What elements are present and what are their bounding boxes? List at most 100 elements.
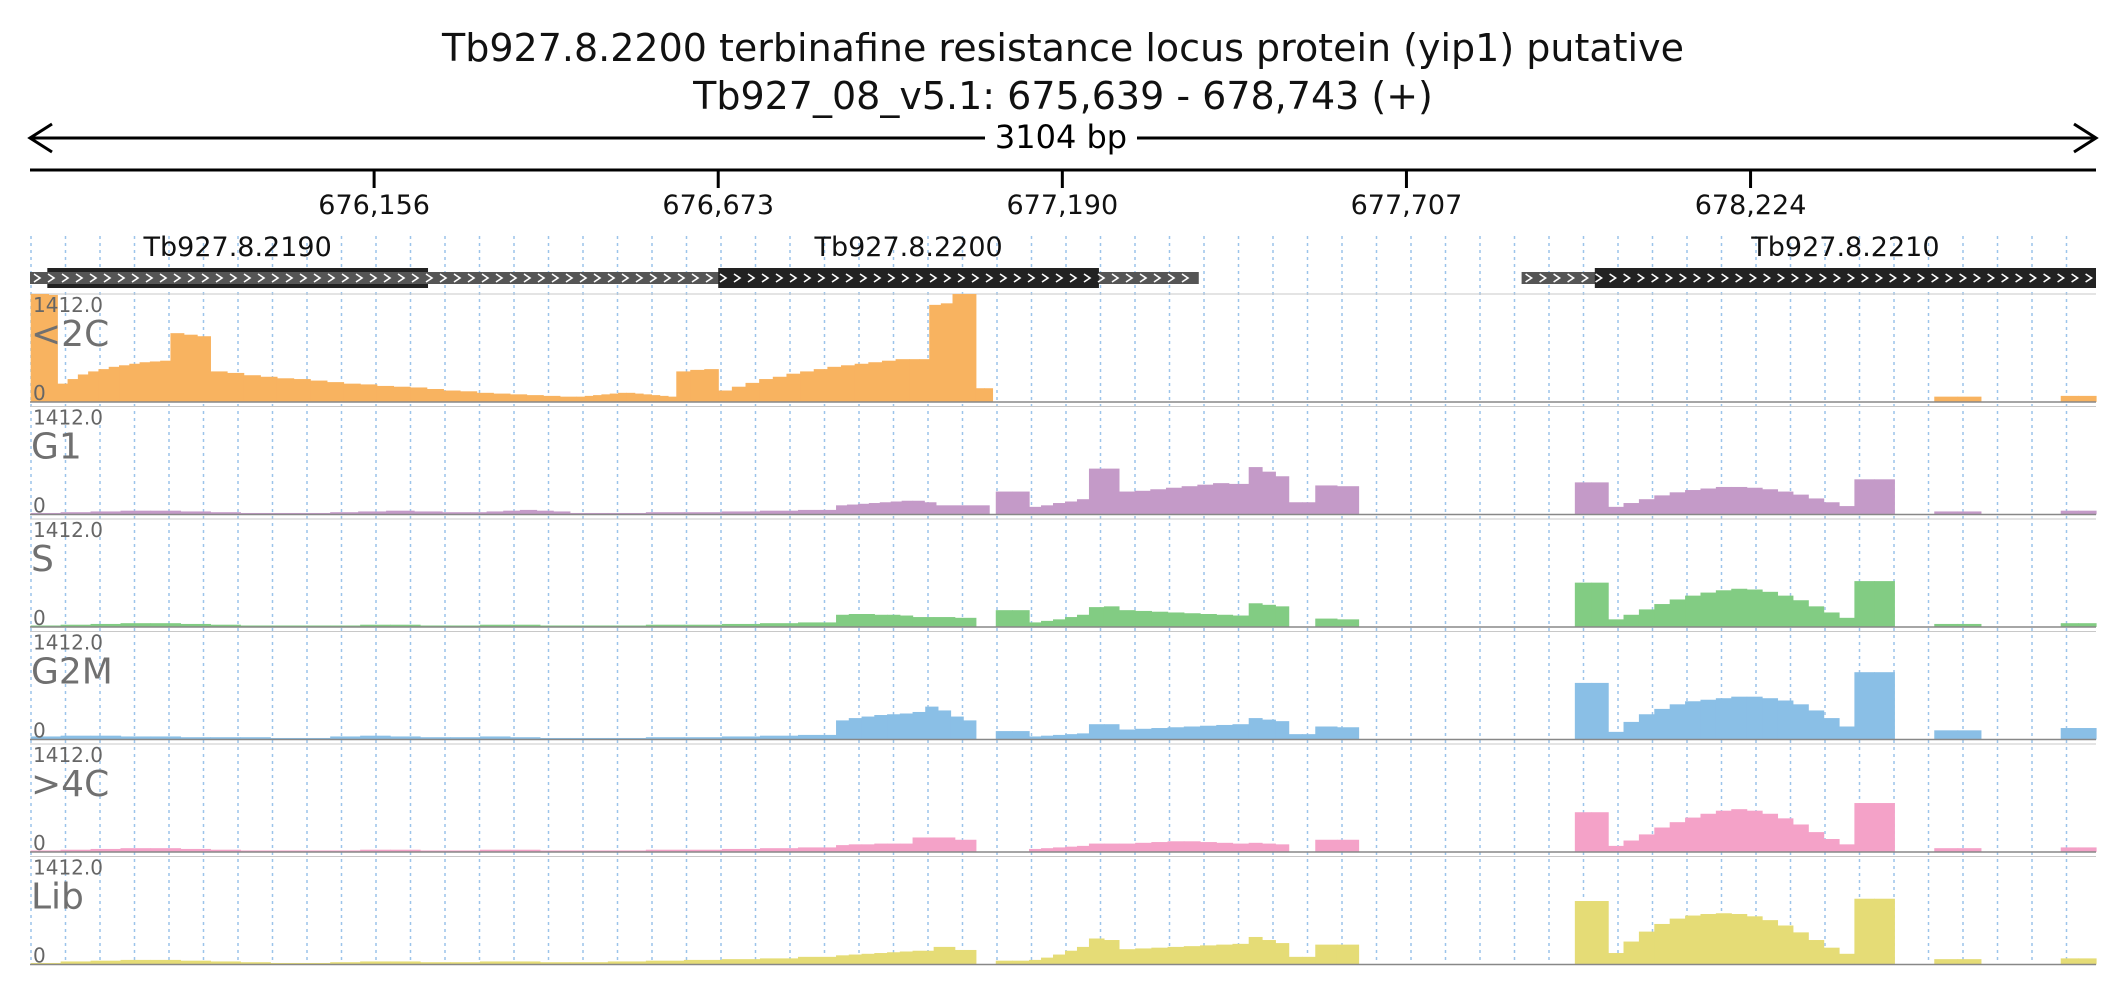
strand-arrow-icon bbox=[1777, 273, 1786, 283]
coverage-bar bbox=[607, 961, 647, 965]
coverage-bar bbox=[881, 360, 897, 402]
coverage-bar bbox=[150, 959, 182, 965]
coverage-bar bbox=[276, 378, 295, 402]
coverage-bar bbox=[1053, 503, 1066, 515]
coverage-bar bbox=[420, 850, 451, 852]
coverage-bar bbox=[1746, 810, 1763, 852]
gene-label: Tb927.8.2210 bbox=[1750, 232, 1939, 263]
coverage-bar bbox=[420, 962, 451, 965]
track-max-label: 1412.0 bbox=[33, 293, 103, 317]
coverage-bar bbox=[836, 720, 850, 740]
coverage-bar bbox=[1200, 945, 1217, 965]
coverage-bar bbox=[1118, 949, 1136, 965]
coverage-bar bbox=[797, 509, 837, 515]
strand-arrow-icon bbox=[1553, 273, 1562, 283]
coverage-bar bbox=[330, 512, 359, 515]
coverage-bar bbox=[1808, 606, 1825, 627]
strand-arrow-icon bbox=[2001, 273, 2010, 283]
coverage-bar bbox=[995, 960, 1014, 965]
coverage-bar bbox=[952, 294, 965, 402]
coverage-bar bbox=[77, 374, 89, 402]
coverage-bar bbox=[1934, 623, 1959, 627]
coverage-bar bbox=[1808, 498, 1825, 515]
strand-arrow-icon bbox=[761, 273, 770, 283]
coverage-bar bbox=[676, 371, 691, 402]
coverage-bar bbox=[469, 512, 488, 515]
strand-arrow-icon bbox=[747, 273, 756, 283]
coverage-bar bbox=[797, 622, 837, 627]
coverage-bar bbox=[129, 363, 141, 402]
coverage-bar bbox=[509, 394, 528, 402]
coverage-bar bbox=[1623, 614, 1640, 627]
strand-arrow-icon bbox=[635, 273, 644, 283]
coverage-bar bbox=[1623, 840, 1640, 852]
coverage-bar bbox=[984, 388, 994, 402]
coverage-bar bbox=[797, 956, 837, 965]
strand-arrow-icon bbox=[705, 273, 714, 283]
coverage-bar bbox=[1248, 603, 1263, 627]
coverage-bar bbox=[260, 376, 278, 402]
coverage-bar bbox=[1315, 485, 1338, 515]
strand-arrow-icon bbox=[523, 273, 532, 283]
coverage-bar bbox=[1238, 483, 1250, 515]
coverage-bar bbox=[442, 512, 471, 515]
strand-arrow-icon bbox=[1945, 273, 1954, 283]
coverage-bar bbox=[1088, 468, 1105, 515]
coverage-bar bbox=[1934, 511, 1959, 515]
coverage-bar bbox=[1336, 486, 1360, 515]
coverage-bar bbox=[569, 850, 609, 852]
coverage-bar bbox=[1823, 838, 1840, 852]
coverage-bar bbox=[1029, 959, 1042, 965]
strand-arrow-icon bbox=[1567, 273, 1576, 283]
coverage-bar bbox=[539, 962, 571, 965]
strand-arrow-icon bbox=[649, 273, 658, 283]
coverage-bar bbox=[861, 844, 875, 852]
coverage-bar bbox=[1183, 946, 1201, 965]
coverage-bar bbox=[1216, 944, 1234, 965]
coverage-bar bbox=[683, 849, 723, 852]
coverage-bar bbox=[634, 393, 644, 402]
coverage-bar bbox=[1591, 682, 1609, 740]
coverage-bar bbox=[1823, 947, 1840, 965]
coverage-bar bbox=[310, 380, 328, 402]
coverage-bar bbox=[1118, 610, 1136, 627]
coverage-bar bbox=[1248, 718, 1263, 740]
coverage-bar bbox=[270, 512, 301, 515]
coverage-bar bbox=[108, 366, 120, 402]
strand-arrow-icon bbox=[327, 273, 336, 283]
coverage-bar bbox=[1088, 607, 1105, 627]
coverage-bar bbox=[1262, 604, 1276, 627]
coverage-bar bbox=[449, 625, 481, 627]
coverage-bar bbox=[1823, 612, 1840, 627]
coverage-bar bbox=[879, 502, 892, 515]
coverage-bar bbox=[243, 375, 261, 402]
coverage-bar bbox=[645, 512, 685, 515]
coverage-bar bbox=[721, 511, 761, 515]
coverage-bar bbox=[1118, 729, 1136, 740]
coverage-bar bbox=[721, 736, 761, 740]
coverage-bar bbox=[683, 624, 723, 627]
coverage-bar bbox=[120, 959, 152, 965]
coverage-bar bbox=[1591, 812, 1609, 852]
strand-arrow-icon bbox=[831, 273, 840, 283]
strand-arrow-icon bbox=[89, 273, 98, 283]
strand-arrow-icon bbox=[439, 273, 448, 283]
coverage-bar bbox=[1200, 725, 1217, 740]
coverage-bar bbox=[1135, 842, 1152, 852]
strand-arrow-icon bbox=[33, 273, 42, 283]
coverage-bar bbox=[150, 623, 182, 627]
strand-arrow-icon bbox=[159, 273, 168, 283]
coverage-bar bbox=[786, 373, 801, 402]
strand-arrow-icon bbox=[1125, 273, 1134, 283]
coverage-bar bbox=[1700, 699, 1717, 740]
track-name-label: G2M bbox=[31, 652, 113, 693]
coverage-bar bbox=[449, 962, 481, 965]
coverage-bar bbox=[607, 512, 647, 515]
coverage-bar bbox=[1700, 592, 1717, 627]
coverage-bar bbox=[759, 379, 774, 402]
coverage-bar bbox=[935, 505, 964, 515]
track-max-label: 1412.0 bbox=[33, 856, 103, 880]
strand-arrow-icon bbox=[803, 273, 812, 283]
coverage-bar bbox=[1838, 617, 1855, 627]
coverage-bar bbox=[1167, 841, 1185, 852]
